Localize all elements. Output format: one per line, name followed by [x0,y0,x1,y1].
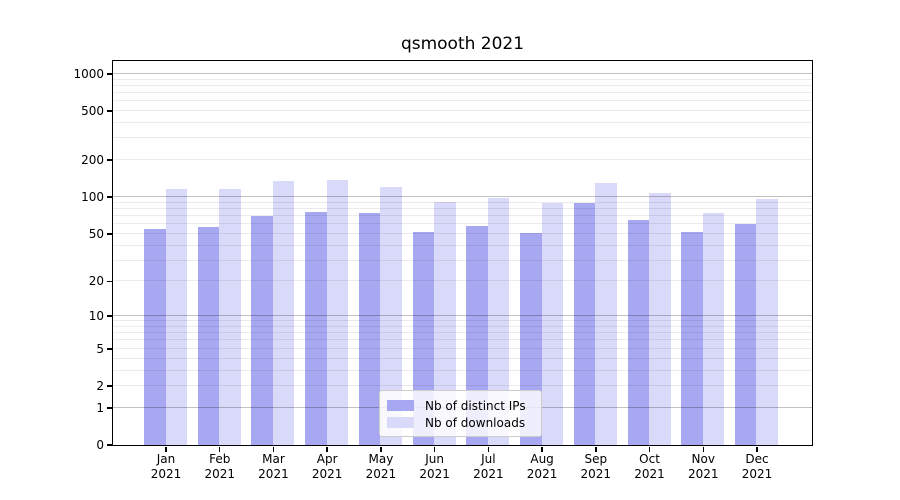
legend-row-distinct-ips: Nb of distinct IPs [387,397,541,414]
x-tick-mark-mar [272,446,275,452]
y-tick-mark-2 [107,385,112,387]
y-tick-mark-20 [107,280,112,283]
y-tick-mark-50 [107,233,112,235]
x-tick-mark-sep [595,446,597,452]
x-tick-label-apr: Apr 2021 [311,452,343,481]
x-tick-mark-dec [756,446,758,452]
legend-label-downloads: Nb of downloads [425,415,526,430]
bars-layer [113,61,812,445]
bar-distinct-ips-apr [305,211,327,445]
bar-downloads-nov [702,213,725,445]
x-tick-label-jun: Jun 2021 [419,452,450,481]
bar-distinct-ips-jul [466,226,488,445]
y-tick-label-20: 20 [88,274,104,289]
x-tick-label-sep: Sep 2021 [580,452,612,481]
y-tick-mark-1000 [107,73,112,75]
x-tick-label-aug: Aug 2021 [526,452,558,481]
y-tick-mark-100 [107,196,112,198]
chart-title: qsmooth 2021 [400,34,525,54]
x-tick-label-may: May 2021 [365,452,397,481]
y-tick-mark-5 [107,348,112,350]
y-tick-label-0: 0 [96,438,104,452]
bar-distinct-ips-may [358,212,381,445]
legend-label-distinct-ips: Nb of distinct IPs [425,398,526,413]
x-tick-label-jul: Jul 2021 [473,452,504,481]
x-tick-label-mar: Mar 2021 [258,452,289,481]
y-tick-label-200: 200 [81,153,104,168]
bar-downloads-may [380,186,402,445]
bar-distinct-ips-jan [144,229,166,445]
bar-downloads-oct [649,193,671,445]
y-tick-mark-1 [107,407,112,409]
bar-downloads-aug [541,202,564,445]
bar-downloads-mar [272,180,295,445]
legend-swatch-downloads [387,417,414,428]
bar-distinct-ips-sep [573,202,596,445]
x-tick-label-nov: Nov 2021 [687,452,719,481]
y-tick-label-1: 1 [96,400,104,415]
y-tick-mark-200 [107,159,112,161]
x-tick-mark-aug [541,446,543,452]
y-tick-mark-0 [107,444,112,446]
legend-row-downloads: Nb of downloads [387,414,541,431]
bar-distinct-ips-mar [251,216,273,445]
x-tick-mark-oct [648,446,651,452]
bar-downloads-dec [756,198,778,445]
x-tick-label-feb: Feb 2021 [204,452,235,481]
plot-area [111,59,813,446]
bar-downloads-jul [487,197,510,445]
bar-downloads-jan [165,188,187,445]
y-tick-label-50: 50 [88,226,104,241]
x-tick-mark-jan [165,446,167,452]
x-tick-mark-apr [326,446,328,452]
y-tick-label-5: 5 [96,341,104,356]
y-tick-label-2: 2 [96,378,104,393]
y-tick-label-10: 10 [88,309,104,324]
x-tick-label-dec: Dec 2021 [741,452,773,481]
legend-swatch-distinct-ips [387,400,414,411]
x-tick-mark-feb [218,446,221,452]
y-tick-mark-500 [107,110,112,112]
bar-distinct-ips-dec [734,223,757,445]
y-tick-mark-10 [107,315,112,317]
bar-downloads-jun [434,201,456,445]
legend: Nb of distinct IPs Nb of downloads [379,390,542,437]
bar-distinct-ips-oct [627,219,650,445]
x-tick-label-oct: Oct 2021 [634,452,665,481]
bar-downloads-sep [595,182,617,445]
x-tick-mark-jun [433,446,436,452]
x-tick-mark-nov [702,446,705,452]
y-tick-label-1000: 1000 [73,66,104,81]
bar-downloads-feb [219,188,241,445]
bar-downloads-apr [326,180,349,445]
x-tick-label-jan: Jan 2021 [150,452,182,481]
x-tick-mark-may [380,446,382,452]
y-tick-label-100: 100 [81,190,104,205]
x-tick-mark-jul [487,446,490,452]
bar-distinct-ips-feb [197,227,220,445]
bar-distinct-ips-nov [681,232,703,445]
y-tick-label-500: 500 [81,104,104,119]
